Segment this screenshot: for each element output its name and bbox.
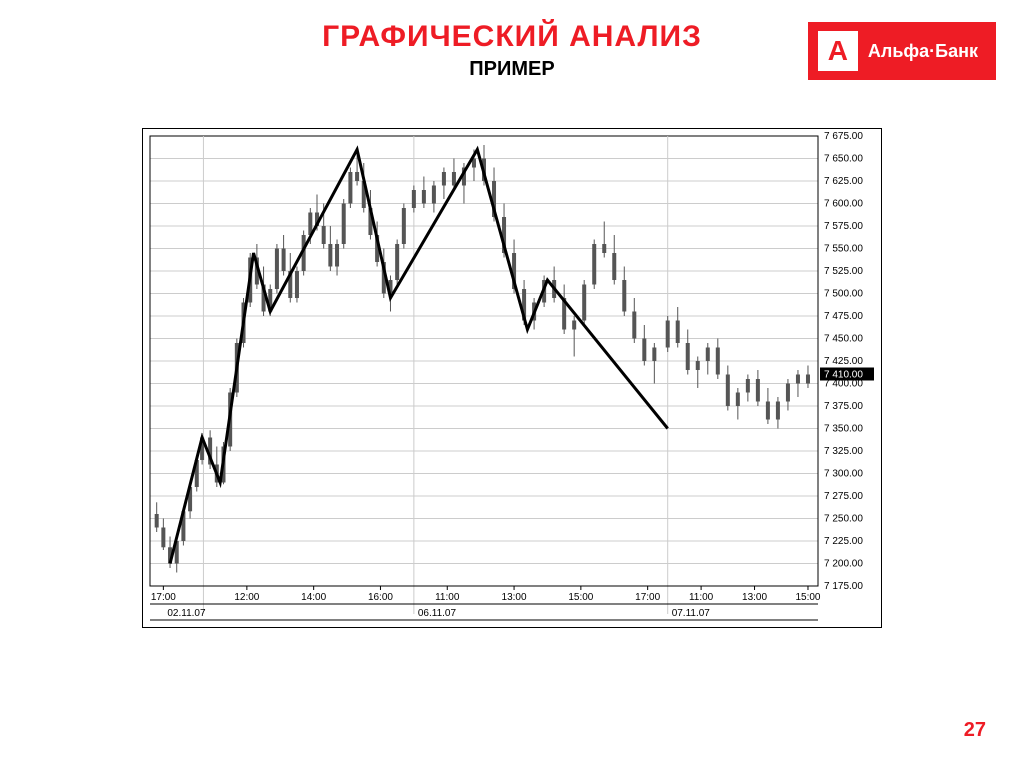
svg-text:7 650.00: 7 650.00 <box>824 154 863 165</box>
svg-text:06.11.07: 06.11.07 <box>418 608 457 619</box>
svg-text:7 475.00: 7 475.00 <box>824 311 863 322</box>
svg-text:07.11.07: 07.11.07 <box>672 608 711 619</box>
svg-text:7 600.00: 7 600.00 <box>824 199 863 210</box>
svg-text:7 525.00: 7 525.00 <box>824 266 863 277</box>
svg-text:7 450.00: 7 450.00 <box>824 334 863 345</box>
svg-text:13:00: 13:00 <box>502 592 527 603</box>
svg-text:7 250.00: 7 250.00 <box>824 514 863 525</box>
svg-text:17:00: 17:00 <box>635 592 660 603</box>
svg-text:16:00: 16:00 <box>368 592 393 603</box>
svg-text:7 410.00: 7 410.00 <box>824 370 863 381</box>
svg-text:7 675.00: 7 675.00 <box>824 131 863 142</box>
svg-text:11:00: 11:00 <box>689 592 714 603</box>
logo-badge: А Альфа·Банк <box>808 22 996 80</box>
svg-text:15:00: 15:00 <box>568 592 593 603</box>
logo-letter-icon: А <box>818 31 858 71</box>
svg-text:13:00: 13:00 <box>742 592 767 603</box>
svg-text:7 500.00: 7 500.00 <box>824 289 863 300</box>
price-chart: 7 175.00 7 200.00 7 225.00 7 250.00 7 275.00… <box>142 128 882 633</box>
svg-text:14:00: 14:00 <box>301 592 326 603</box>
svg-text:7 350.00: 7 350.00 <box>824 424 863 435</box>
svg-text:7 275.00: 7 275.00 <box>824 491 863 502</box>
page-number: 27 <box>964 719 986 742</box>
svg-text:12:00: 12:00 <box>234 592 259 603</box>
svg-text:11:00: 11:00 <box>435 592 460 603</box>
logo-text: Альфа·Банк <box>868 41 978 62</box>
svg-text:7 225.00: 7 225.00 <box>824 536 863 547</box>
svg-text:02.11.07: 02.11.07 <box>167 608 206 619</box>
svg-text:7 200.00: 7 200.00 <box>824 559 863 570</box>
svg-text:17:00: 17:00 <box>151 592 176 603</box>
svg-text:7 175.00: 7 175.00 <box>824 581 863 592</box>
svg-text:7 575.00: 7 575.00 <box>824 221 863 232</box>
svg-text:7 550.00: 7 550.00 <box>824 244 863 255</box>
svg-text:7 375.00: 7 375.00 <box>824 401 863 412</box>
svg-text:7 425.00: 7 425.00 <box>824 356 863 367</box>
svg-text:7 300.00: 7 300.00 <box>824 469 863 480</box>
svg-text:7 625.00: 7 625.00 <box>824 176 863 187</box>
svg-text:15:00: 15:00 <box>795 592 820 603</box>
svg-text:7 325.00: 7 325.00 <box>824 446 863 457</box>
